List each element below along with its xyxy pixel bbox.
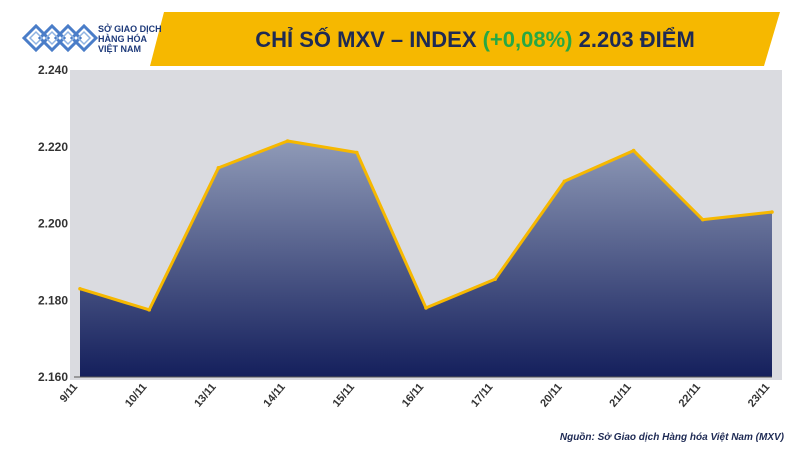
logo-text: SỞ GIAO DỊCH HÀNG HÓA VIỆT NAM	[98, 24, 178, 54]
y-tick-label: 2.200	[38, 217, 68, 231]
logo-line-2: HÀNG HÓA	[98, 34, 147, 44]
x-tick-label: 15/11	[331, 381, 357, 409]
data-point-17-11	[493, 277, 498, 281]
x-tick-label: 10/11	[123, 381, 149, 409]
y-tick-label: 2.240	[38, 63, 68, 77]
data-point-9-11	[78, 286, 82, 291]
y-tick-label: 2.160	[38, 370, 68, 384]
title-prefix: CHỈ SỐ MXV – INDEX	[255, 27, 483, 52]
title-band-shape	[150, 12, 780, 66]
x-tick-label: 13/11	[192, 381, 218, 409]
logo-mark-icon	[21, 23, 99, 53]
logo-line-3: VIỆT NAM	[98, 44, 142, 54]
x-tick-label: 21/11	[607, 381, 633, 409]
data-point-20-11	[562, 179, 567, 184]
data-point-23-11	[770, 210, 774, 214]
chart-title: CHỈ SỐ MXV – INDEX (+0,08%) 2.203 ĐIỂM	[175, 20, 775, 60]
x-tick-label: 14/11	[261, 381, 287, 409]
x-tick-label: 9/11	[58, 381, 81, 405]
x-tick-label: 20/11	[538, 381, 564, 409]
title-band	[150, 10, 780, 68]
data-point-13-11	[216, 166, 221, 170]
data-point-14-11	[285, 139, 290, 143]
logo-line-1: SỞ GIAO DỊCH	[98, 24, 162, 34]
data-point-21-11	[631, 148, 636, 153]
data-point-16-11	[424, 306, 428, 310]
data-point-10-11	[147, 308, 151, 312]
data-point-22-11	[701, 217, 705, 222]
x-tick-label: 22/11	[677, 381, 703, 409]
title-change: (+0,08%)	[482, 27, 573, 52]
mxv-logo	[20, 14, 170, 64]
title-suffix: 2.203 ĐIỂM	[572, 27, 695, 52]
source-note: Nguồn: Sở Giao dịch Hàng hóa Việt Nam (M…	[559, 432, 784, 443]
x-tick-label: 16/11	[400, 381, 426, 409]
y-tick-label: 2.220	[38, 140, 68, 154]
y-tick-label: 2.180	[38, 293, 68, 307]
series-area	[80, 140, 772, 377]
data-point-15-11	[355, 150, 359, 155]
x-tick-label: 17/11	[469, 381, 495, 409]
x-tick-label: 23/11	[746, 381, 772, 409]
